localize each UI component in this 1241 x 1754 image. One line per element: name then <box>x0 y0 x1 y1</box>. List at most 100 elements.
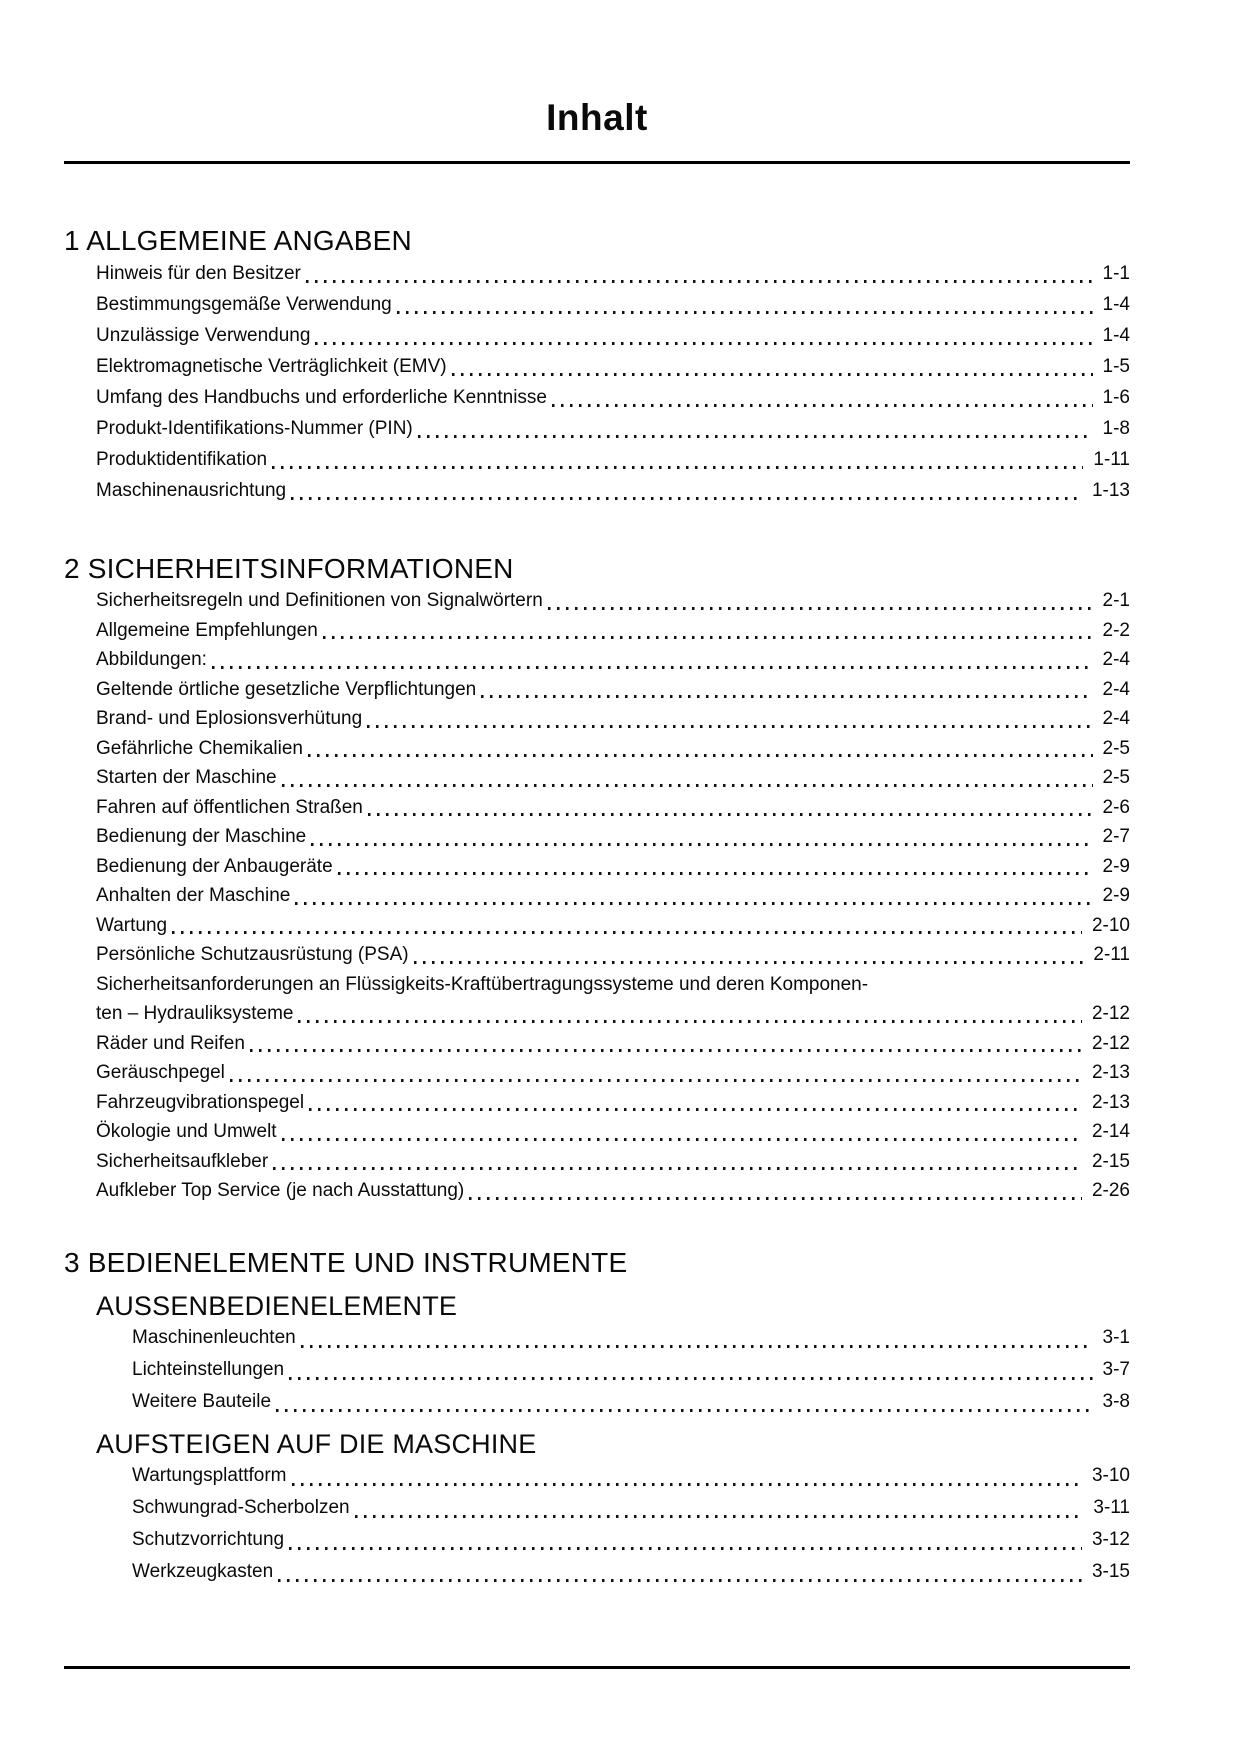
toc-section: 2 SICHERHEITSINFORMATIONEN Sicherheitsreg… <box>64 552 1130 1206</box>
toc-entry-title: Produktidentifikation <box>96 449 268 470</box>
toc-entry-page: 2-6 <box>1102 796 1130 818</box>
title-divider-rule <box>64 161 1130 164</box>
toc-entry-line: Sicherheitsaufkleber 2-15 <box>96 1147 1130 1177</box>
toc-entry-title: Bestimmungsgemäße Verwendung <box>96 294 392 315</box>
toc-dot-leader <box>278 1578 1082 1582</box>
toc-entry-line: Geltende örtliche gesetzliche Verpflicht… <box>96 675 1130 705</box>
toc-entry-title: Lichteinstellungen <box>132 1358 285 1380</box>
toc-entry-line: Starten der Maschine 2-5 <box>96 763 1130 793</box>
toc-entry-page: 3-11 <box>1093 1496 1130 1518</box>
toc-entry-line: Anhalten der Maschine 2-9 <box>96 881 1130 911</box>
toc-entry: Starten der Maschine 2-5 <box>96 763 1130 793</box>
toc-entry-page: 2-7 <box>1102 826 1130 847</box>
toc-dot-leader <box>281 783 1093 787</box>
toc-dot-leader <box>305 280 1093 283</box>
toc-entry: Maschinenausrichtung 1-13 <box>96 475 1130 506</box>
toc-subsection-heading: AUSSENBEDIENELEMENTE <box>96 1290 458 1321</box>
toc-section-heading: 1 ALLGEMEINE ANGABEN <box>64 225 412 256</box>
page-title: Inhalt <box>546 97 648 138</box>
toc-entry-title: Unzulässige Verwendung <box>96 325 311 346</box>
toc-entry: Gefährliche Chemikalien 2-5 <box>96 734 1130 764</box>
toc-entry: Lichteinstellungen 3-7 <box>132 1354 1130 1386</box>
toc-entry-page: 2-4 <box>1102 678 1130 700</box>
toc-entry-line: Bedienung der Maschine 2-7 <box>96 822 1130 852</box>
toc-entry: Umfang des Handbuchs und erforderliche K… <box>96 382 1130 413</box>
toc-entry-page: 3-10 <box>1091 1464 1130 1486</box>
toc-entry-line: Brand- und Eplosionsverhütung 2-4 <box>96 704 1130 734</box>
toc-dot-leader <box>547 606 1093 610</box>
toc-entry-page: 2-13 <box>1091 1091 1130 1113</box>
toc-entry-title-line1: Sicherheitsanforderungen an Flüssigkeits… <box>96 973 869 995</box>
toc-entry-title: Elektromagnetische Verträglichkeit (EMV) <box>96 356 447 377</box>
toc-entry-page: 2-12 <box>1091 1003 1130 1024</box>
toc-entry-title: Schwungrad-Scherbolzen <box>132 1496 350 1518</box>
toc-entry-title: Umfang des Handbuchs und erforderliche K… <box>96 387 547 408</box>
toc-entry: Schwungrad-Scherbolzen 3-11 <box>132 1492 1130 1524</box>
toc-entry-page: 2-14 <box>1091 1121 1130 1142</box>
toc-entry-line: Hinweis für den Besitzer 1-1 <box>96 258 1130 289</box>
toc-entry-line: Räder und Reifen 2-12 <box>96 1029 1130 1059</box>
toc-entry-title: ten – Hydrauliksysteme <box>96 1003 294 1024</box>
toc-entry: Bestimmungsgemäße Verwendung 1-4 <box>96 289 1130 320</box>
toc-entry-page: 3-15 <box>1091 1560 1130 1582</box>
toc-entry: Sicherheitsregeln und Definitionen von S… <box>96 586 1130 616</box>
toc-entry-title: Schutzvorrichtung <box>132 1528 285 1550</box>
toc-entry-page: 1-4 <box>1102 325 1130 346</box>
toc-entry: Elektromagnetische Verträglichkeit (EMV)… <box>96 351 1130 382</box>
toc-entry: Schutzvorrichtung 3-12 <box>132 1524 1130 1556</box>
toc-entry-line: Allgemeine Empfehlungen 2-2 <box>96 616 1130 646</box>
toc-entry-title: Persönliche Schutzausrüstung (PSA) <box>96 944 409 965</box>
toc-entry: Weitere Bauteile 3-8 <box>132 1386 1130 1418</box>
toc-entry-title: Maschinenleuchten <box>132 1326 296 1348</box>
toc-entry-title: Anhalten der Maschine <box>96 885 291 906</box>
toc-entry-line: Ökologie und Umwelt 2-14 <box>96 1117 1130 1147</box>
toc-dot-leader <box>396 311 1093 314</box>
toc-entry-title: Geltende örtliche gesetzliche Verpflicht… <box>96 678 477 700</box>
toc-dot-leader <box>337 872 1093 875</box>
toc-entry-page: 2-15 <box>1091 1150 1130 1172</box>
toc-entry-line: Fahren auf öffentlichen Straßen 2-6 <box>96 793 1130 823</box>
toc-entry-page: 2-26 <box>1091 1180 1130 1201</box>
toc-entry: Geräuschpegel 2-13 <box>96 1058 1130 1088</box>
toc-entry-page: 2-5 <box>1102 767 1130 788</box>
toc-entry-title: Geräuschpegel <box>96 1062 225 1083</box>
toc-entry-page: 3-7 <box>1102 1358 1130 1380</box>
toc-entry: Ökologie und Umwelt 2-14 <box>96 1117 1130 1147</box>
toc-entry-title: Fahren auf öffentlichen Straßen <box>96 796 363 818</box>
toc-entry: Hinweis für den Besitzer 1-1 <box>96 258 1130 289</box>
toc-entry-title: Bedienung der Anbaugeräte <box>96 855 333 877</box>
toc-entry-line: Maschinenausrichtung 1-13 <box>96 475 1130 506</box>
toc-entry-page: 1-13 <box>1091 480 1130 501</box>
toc-entry: Persönliche Schutzausrüstung (PSA) 2-11 <box>96 940 1130 970</box>
toc-dot-leader <box>273 1167 1082 1170</box>
toc-entry-line: Unzulässige Verwendung 1-4 <box>96 320 1130 351</box>
toc-entry-line: Weitere Bauteile 3-8 <box>132 1386 1130 1418</box>
toc-entry-page: 2-11 <box>1093 944 1130 965</box>
toc-entry-page: 1-6 <box>1102 387 1130 408</box>
toc-entry-title: Brand- und Eplosionsverhütung <box>96 708 363 729</box>
toc-dot-leader <box>308 754 1093 757</box>
toc-dot-leader <box>367 813 1093 816</box>
toc-entry-line: Schwungrad-Scherbolzen 3-11 <box>132 1492 1130 1524</box>
toc-entry-page: 1-11 <box>1093 449 1130 470</box>
toc-entry: Wartungsplattform 3-10 <box>132 1460 1130 1492</box>
toc-entry-title: Gefährliche Chemikalien <box>96 737 303 759</box>
toc-dot-leader <box>451 373 1093 376</box>
toc-entry-line: Abbildungen: 2-4 <box>96 645 1130 675</box>
toc-entry-page: 3-12 <box>1091 1528 1130 1550</box>
toc-entry-line: Wartung 2-10 <box>96 911 1130 941</box>
toc-dot-leader <box>289 1376 1093 1380</box>
toc-subsection-heading: AUFSTEIGEN AUF DIE MASCHINE <box>96 1428 537 1459</box>
toc-entry-title: Bedienung der Maschine <box>96 826 307 847</box>
toc-entry-page: 2-4 <box>1102 649 1130 670</box>
toc-entry-title: Aufkleber Top Service (je nach Ausstattu… <box>96 1180 465 1201</box>
toc-dot-leader <box>311 842 1093 846</box>
toc-entry-page: 2-12 <box>1091 1032 1130 1054</box>
toc-sections: 1 ALLGEMEINE ANGABEN Hinweis für den Besi… <box>64 224 1130 1588</box>
toc-entry-line: Schutzvorrichtung 3-12 <box>132 1524 1130 1556</box>
toc-dot-leader <box>552 404 1093 407</box>
toc-entry-line: Fahrzeugvibrationspegel 2-13 <box>96 1088 1130 1118</box>
toc-entry: Unzulässige Verwendung 1-4 <box>96 320 1130 351</box>
toc-entry-line: Elektromagnetische Verträglichkeit (EMV)… <box>96 351 1130 382</box>
